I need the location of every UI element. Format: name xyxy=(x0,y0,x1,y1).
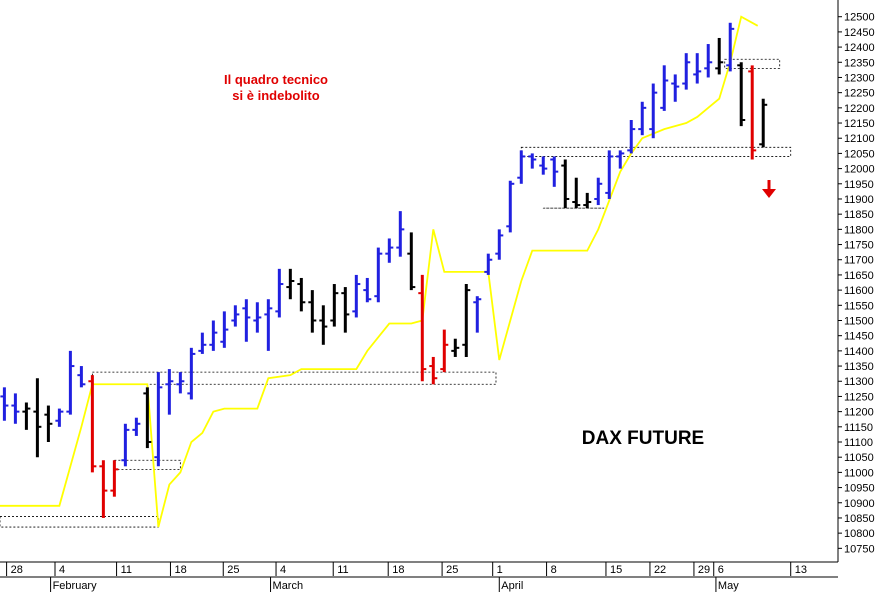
month-label: February xyxy=(53,580,98,592)
month-label: March xyxy=(273,580,304,592)
y-tick-label: 12500 xyxy=(844,12,875,24)
month-label: May xyxy=(718,580,739,592)
y-tick-label: 10950 xyxy=(844,483,875,495)
y-tick-label: 11850 xyxy=(844,209,874,221)
y-tick-label: 12350 xyxy=(844,57,875,69)
y-tick-label: 11050 xyxy=(844,452,874,464)
x-tick-label: 29 xyxy=(698,564,710,576)
x-tick-label: 22 xyxy=(654,564,666,576)
y-tick-label: 10850 xyxy=(844,513,875,525)
x-tick-label: 6 xyxy=(718,564,724,576)
y-tick-label: 11800 xyxy=(844,224,874,236)
x-tick-label: 4 xyxy=(59,564,65,576)
chart-title: DAX FUTURE xyxy=(582,428,704,449)
x-tick-label: 18 xyxy=(392,564,404,576)
y-tick-label: 10800 xyxy=(844,528,875,540)
y-tick-label: 12300 xyxy=(844,72,875,84)
y-tick-label: 11700 xyxy=(844,255,874,267)
y-tick-label: 12150 xyxy=(844,118,875,130)
x-tick-label: 25 xyxy=(227,564,239,576)
y-tick-label: 11450 xyxy=(844,331,874,343)
x-tick-label: 18 xyxy=(174,564,186,576)
y-tick-label: 12200 xyxy=(844,103,875,115)
y-tick-label: 11650 xyxy=(844,270,874,282)
x-tick-label: 8 xyxy=(551,564,557,576)
month-label: April xyxy=(501,580,523,592)
y-tick-label: 12450 xyxy=(844,27,875,39)
x-tick-label: 4 xyxy=(280,564,286,576)
x-tick-label: 15 xyxy=(610,564,622,576)
x-tick-label: 28 xyxy=(11,564,23,576)
x-tick-label: 1 xyxy=(497,564,503,576)
y-tick-label: 12050 xyxy=(844,148,875,160)
y-tick-label: 11950 xyxy=(844,179,874,191)
y-tick-label: 12400 xyxy=(844,42,875,54)
y-tick-label: 11400 xyxy=(844,346,874,358)
y-tick-label: 11550 xyxy=(844,300,874,312)
y-tick-label: 10750 xyxy=(844,543,875,555)
x-tick-label: 11 xyxy=(121,564,132,576)
y-tick-label: 12100 xyxy=(844,133,875,145)
y-tick-label: 11900 xyxy=(844,194,874,206)
x-tick-label: 25 xyxy=(446,564,458,576)
y-tick-label: 12000 xyxy=(844,164,875,176)
y-tick-label: 10900 xyxy=(844,498,875,510)
y-tick-label: 12250 xyxy=(844,88,875,100)
y-tick-label: 11600 xyxy=(844,285,874,297)
x-tick-label: 11 xyxy=(337,564,348,576)
y-tick-label: 11250 xyxy=(844,391,874,403)
y-tick-label: 11500 xyxy=(844,315,874,327)
y-tick-label: 11000 xyxy=(844,467,874,479)
y-tick-label: 11300 xyxy=(844,376,874,388)
x-tick-label: 13 xyxy=(795,564,807,576)
y-tick-label: 11150 xyxy=(844,422,873,434)
y-tick-label: 11100 xyxy=(844,437,873,449)
y-tick-label: 11750 xyxy=(844,240,874,252)
y-tick-label: 11200 xyxy=(844,407,874,419)
y-tick-label: 11350 xyxy=(844,361,874,373)
